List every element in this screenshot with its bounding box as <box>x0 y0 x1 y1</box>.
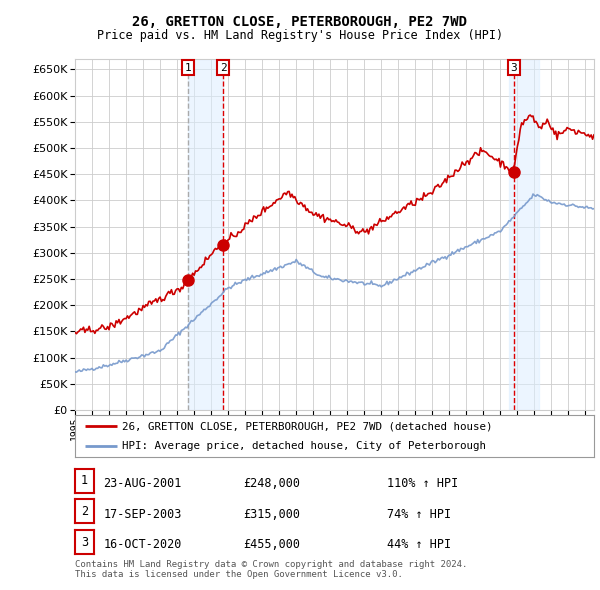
Text: 44% ↑ HPI: 44% ↑ HPI <box>387 538 451 551</box>
Text: 1: 1 <box>81 474 88 487</box>
Bar <box>509 59 539 410</box>
Text: 26, GRETTON CLOSE, PETERBOROUGH, PE2 7WD (detached house): 26, GRETTON CLOSE, PETERBOROUGH, PE2 7WD… <box>122 421 492 431</box>
Text: 2: 2 <box>220 63 227 73</box>
Text: £248,000: £248,000 <box>243 477 300 490</box>
Text: HPI: Average price, detached house, City of Peterborough: HPI: Average price, detached house, City… <box>122 441 486 451</box>
Text: 26, GRETTON CLOSE, PETERBOROUGH, PE2 7WD: 26, GRETTON CLOSE, PETERBOROUGH, PE2 7WD <box>133 15 467 29</box>
Text: 110% ↑ HPI: 110% ↑ HPI <box>387 477 458 490</box>
Text: 1: 1 <box>185 63 191 73</box>
Text: Contains HM Land Registry data © Crown copyright and database right 2024.
This d: Contains HM Land Registry data © Crown c… <box>75 560 467 579</box>
Text: £315,000: £315,000 <box>243 507 300 520</box>
Text: 17-SEP-2003: 17-SEP-2003 <box>103 507 182 520</box>
Text: 3: 3 <box>511 63 517 73</box>
Text: 2: 2 <box>81 505 88 518</box>
Text: 23-AUG-2001: 23-AUG-2001 <box>103 477 182 490</box>
Text: 3: 3 <box>81 536 88 549</box>
Text: 16-OCT-2020: 16-OCT-2020 <box>103 538 182 551</box>
Text: Price paid vs. HM Land Registry's House Price Index (HPI): Price paid vs. HM Land Registry's House … <box>97 30 503 42</box>
Text: £455,000: £455,000 <box>243 538 300 551</box>
Text: 74% ↑ HPI: 74% ↑ HPI <box>387 507 451 520</box>
Bar <box>188 59 223 410</box>
